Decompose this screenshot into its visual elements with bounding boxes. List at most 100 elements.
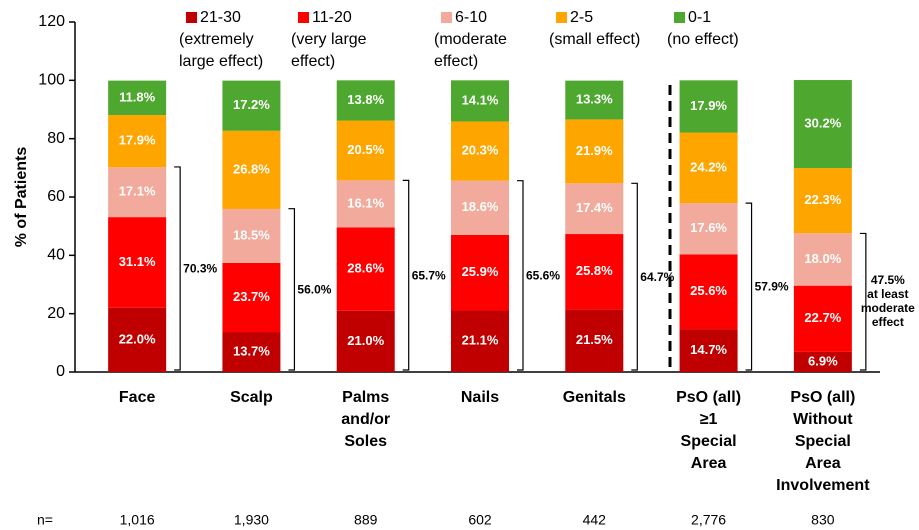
bar-segment — [108, 217, 167, 308]
bar-segment — [679, 329, 738, 372]
value-label: 17.4% — [576, 200, 613, 215]
x-tick-label: Face — [119, 389, 156, 406]
bar-segment — [336, 120, 395, 181]
bar-segment — [222, 332, 281, 372]
bar-segment — [793, 351, 852, 372]
bracket — [517, 180, 524, 371]
bracket-note: at least — [867, 287, 908, 301]
legend-swatch — [441, 12, 452, 23]
value-label: 25.6% — [690, 283, 727, 298]
x-tick-label: and/or — [341, 411, 390, 428]
bar-segment — [108, 167, 167, 218]
n-value: 1,930 — [234, 512, 269, 528]
value-label: 11.8% — [119, 89, 156, 104]
bracket-label: 65.6% — [526, 269, 560, 283]
bar-segment — [565, 119, 624, 184]
value-label: 20.5% — [347, 142, 384, 157]
legend-label: 0-1 — [688, 9, 711, 26]
value-label: 22.3% — [804, 192, 841, 207]
bar-segment — [108, 115, 167, 168]
legend-label: 2-5 — [570, 9, 593, 26]
legend-swatch — [186, 12, 197, 23]
x-tick-label: Scalp — [230, 389, 273, 406]
y-axis-label: % of Patients — [13, 147, 30, 248]
bar-segment — [565, 80, 624, 120]
bar-segment — [451, 180, 509, 235]
x-tick-label: Special — [681, 433, 737, 450]
bracket-label: 47.5% — [871, 273, 905, 287]
value-label: 14.1% — [462, 92, 499, 107]
bar-segment — [108, 307, 167, 372]
value-label: 25.9% — [462, 264, 499, 279]
n-value: 1,016 — [120, 512, 155, 528]
bracket — [174, 166, 181, 371]
bar-segment — [336, 80, 395, 121]
x-tick-label: Nails — [461, 389, 499, 406]
legend-label: (extremely — [179, 31, 254, 48]
bar-segment — [222, 80, 281, 131]
x-tick-label: PsO (all) — [790, 389, 855, 406]
value-label: 21.1% — [462, 333, 499, 348]
bracket-label: 57.9% — [755, 280, 789, 294]
x-tick-label: Palms — [342, 389, 389, 406]
bar-segment — [108, 80, 167, 116]
y-tick-label: 60 — [47, 188, 65, 205]
bar-segment — [451, 121, 509, 181]
bracket-label: 70.3% — [183, 262, 217, 276]
value-label: 31.1% — [119, 254, 156, 269]
bar-segment — [451, 80, 509, 122]
legend-label: 6-10 — [455, 9, 487, 26]
y-tick-label: 20 — [47, 305, 65, 322]
value-label: 24.2% — [690, 159, 727, 174]
value-label: 23.7% — [233, 289, 270, 304]
value-label: 17.9% — [119, 133, 156, 148]
bracket-note: moderate — [861, 301, 915, 315]
bar-segment — [336, 310, 395, 372]
bar-segment — [679, 254, 738, 330]
x-tick-label: Special — [795, 433, 851, 450]
n-value: 442 — [583, 512, 607, 528]
legend-label: 21-30 — [200, 9, 241, 26]
x-tick-label: Genitals — [563, 389, 626, 406]
legend-label: effect) — [434, 53, 478, 70]
legend-label: (very large — [291, 31, 367, 48]
bracket — [402, 179, 410, 371]
bar-segment — [793, 233, 852, 286]
x-tick-label: PsO (all) — [676, 389, 741, 406]
bracket — [288, 208, 296, 371]
value-label: 22.7% — [804, 310, 841, 325]
value-label: 18.0% — [804, 251, 841, 266]
value-label: 13.7% — [233, 343, 270, 358]
value-label: 26.8% — [233, 161, 270, 176]
bar-segment — [679, 80, 738, 133]
bar-segment — [451, 310, 509, 372]
bar-segment — [565, 309, 624, 372]
bar-segment — [565, 183, 624, 235]
bar-segment — [793, 80, 852, 169]
bar-segment — [336, 180, 395, 228]
value-label: 14.7% — [690, 342, 727, 357]
y-tick-label: 100 — [38, 72, 65, 89]
bracket-note: effect — [872, 315, 904, 329]
y-tick-label: 40 — [47, 247, 65, 264]
n-value: 2,776 — [691, 512, 726, 528]
legend-label: large effect) — [179, 53, 263, 70]
bar-segment — [679, 132, 738, 204]
x-tick-label: Area — [691, 455, 727, 472]
bracket-label: 65.7% — [412, 268, 446, 282]
bar-segment — [565, 234, 624, 310]
bracket — [631, 182, 638, 371]
value-label: 21.0% — [347, 333, 384, 348]
bracket-label: 56.0% — [297, 283, 331, 297]
value-label: 21.9% — [576, 143, 613, 158]
bar-segment — [336, 227, 395, 311]
legend-swatch — [556, 12, 567, 23]
value-label: 20.3% — [462, 143, 499, 158]
legend-label: 11-20 — [312, 9, 352, 26]
value-label: 21.5% — [576, 332, 613, 347]
legend-swatch — [674, 12, 685, 23]
bracket-label: 64.7% — [640, 270, 674, 284]
x-tick-label: Soles — [344, 433, 387, 450]
value-label: 17.6% — [690, 220, 727, 235]
